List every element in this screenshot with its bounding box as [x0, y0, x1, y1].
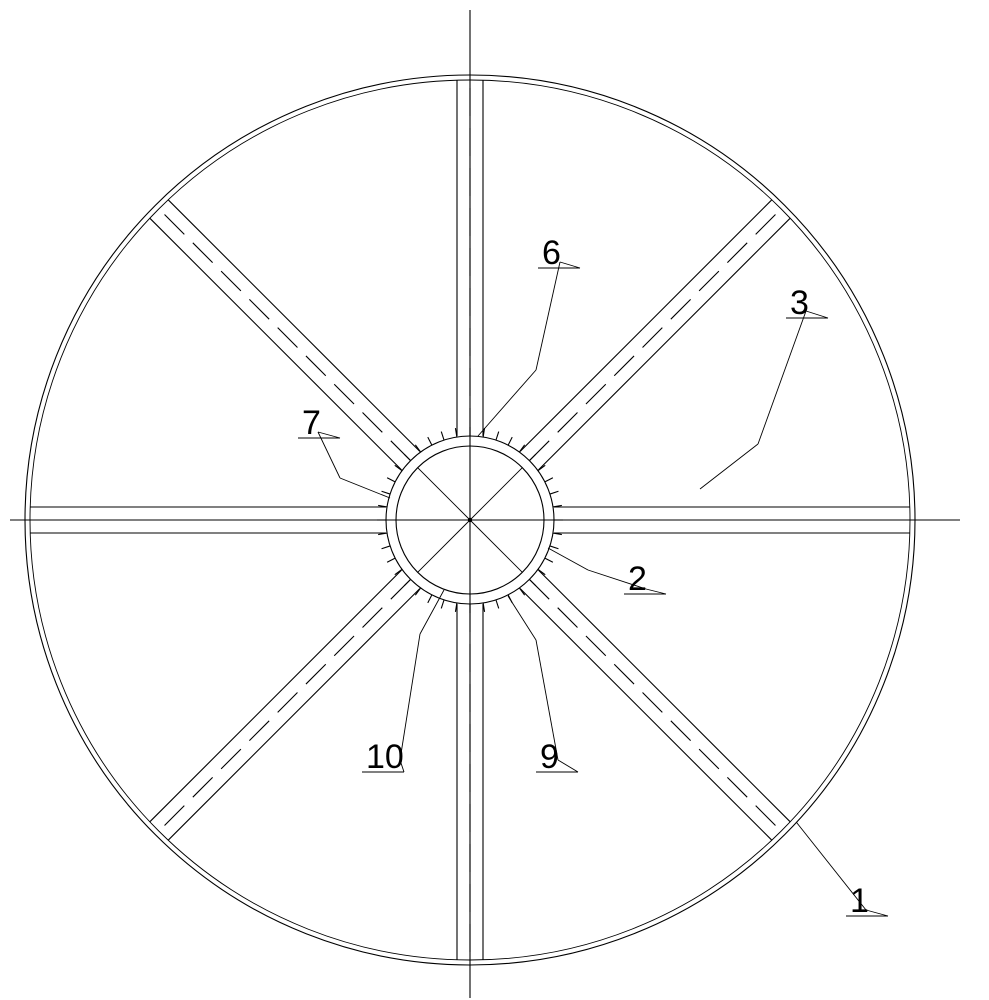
callout-l10: 10: [366, 738, 404, 776]
callout-l9: 9: [540, 738, 559, 776]
callout-l6: 6: [542, 234, 561, 272]
mechanical-diagram: 6 3 7 2 10 9 1: [0, 0, 989, 1000]
callout-l1: 1: [850, 882, 869, 920]
callout-l3: 3: [790, 284, 809, 322]
callout-l2: 2: [628, 560, 647, 598]
callout-l7: 7: [302, 404, 321, 442]
